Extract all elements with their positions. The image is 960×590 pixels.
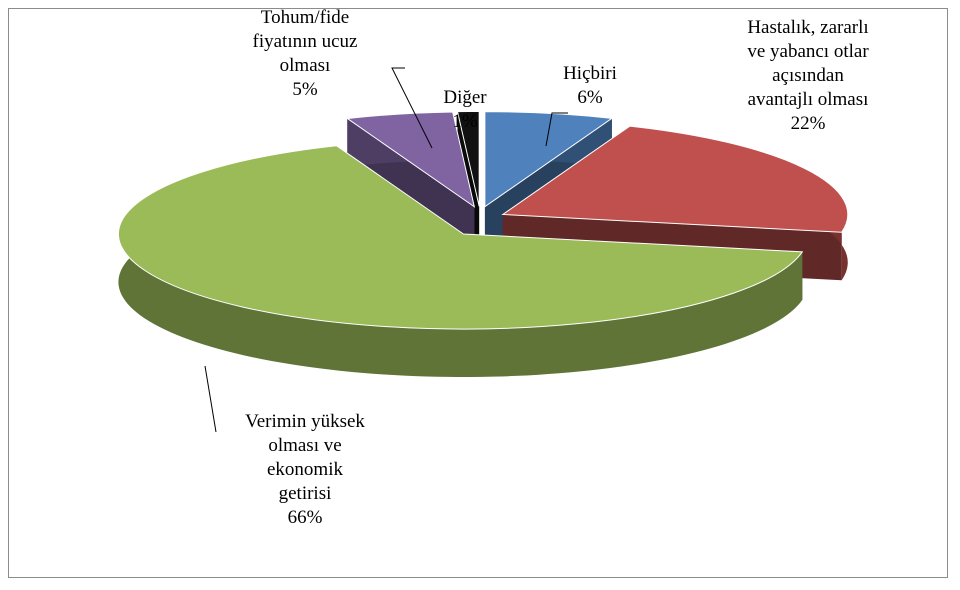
leader-line <box>545 112 568 147</box>
slice <box>345 111 476 208</box>
slice-label: Hastalık, zararlı ve yabancı otlar açısı… <box>747 16 868 136</box>
chart-frame <box>8 8 948 578</box>
category-label: Diğer <box>443 87 487 108</box>
category-label: Hastalık, zararlı ve yabancı otlar açısı… <box>747 17 869 110</box>
slice <box>484 111 614 208</box>
value-label: 22% <box>790 113 826 134</box>
leader-line <box>391 67 433 149</box>
slice-label: Hiçbiri 6% <box>563 62 617 110</box>
category-label: Hiçbiri <box>563 63 617 84</box>
slice-label: Verimin yüksek olması ve ekonomik getiri… <box>245 410 365 530</box>
slice-label: Diğer 1% <box>443 86 486 134</box>
slice <box>456 110 480 207</box>
leader-lines <box>204 67 568 433</box>
value-label: 1% <box>452 111 478 132</box>
leader-line <box>204 365 217 433</box>
slice <box>501 125 849 233</box>
value-label: 5% <box>292 79 318 100</box>
slice-label: Tohum/fide fiyatının ucuz olması 5% <box>253 6 358 102</box>
pie <box>117 110 849 378</box>
category-label: Tohum/fide fiyatının ucuz olması <box>252 7 358 76</box>
category-label: Verimin yüksek olması ve ekonomik getiri… <box>245 411 365 504</box>
value-label: 6% <box>577 87 603 108</box>
slice-side <box>118 145 803 378</box>
value-label: 66% <box>287 507 323 528</box>
slice <box>117 145 804 330</box>
